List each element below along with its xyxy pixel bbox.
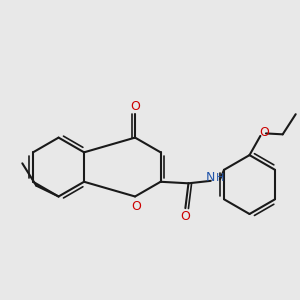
Text: N: N (206, 171, 215, 184)
Text: O: O (130, 100, 140, 113)
Text: O: O (180, 210, 190, 223)
Text: O: O (259, 126, 269, 139)
Text: O: O (132, 200, 142, 213)
Text: H: H (215, 173, 224, 183)
